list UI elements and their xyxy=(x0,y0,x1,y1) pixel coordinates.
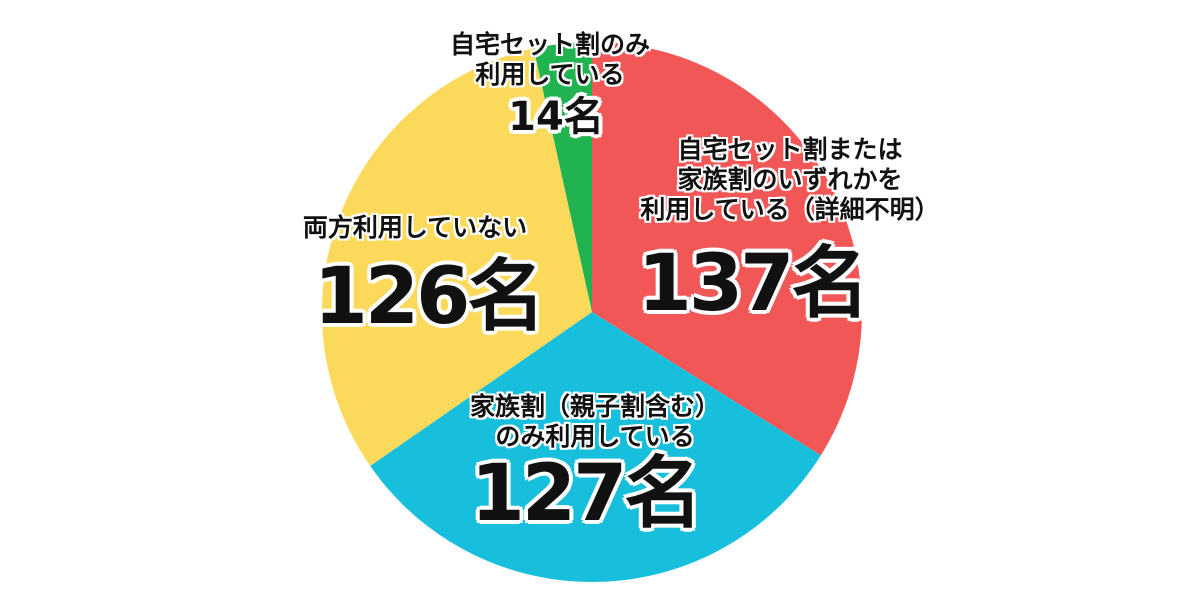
value-label: 14名 xyxy=(508,94,604,140)
value-label: 126名 xyxy=(313,252,546,343)
pie-slice xyxy=(322,48,592,466)
pie-slice xyxy=(592,42,862,456)
slice-label: 自宅セット割のみ 利用している xyxy=(449,30,651,89)
value-label: 137名 xyxy=(637,239,870,330)
pie-slice xyxy=(533,42,592,312)
slice-label: 両方利用していない xyxy=(302,213,528,242)
slice-label: 家族割（親子割含む） のみ利用している xyxy=(469,392,721,451)
slice-label: 自宅セット割または 家族割のいずれかを 利用している（詳細不明） xyxy=(640,135,940,224)
pie-slice xyxy=(370,312,821,582)
value-label: 127名 xyxy=(470,449,703,540)
